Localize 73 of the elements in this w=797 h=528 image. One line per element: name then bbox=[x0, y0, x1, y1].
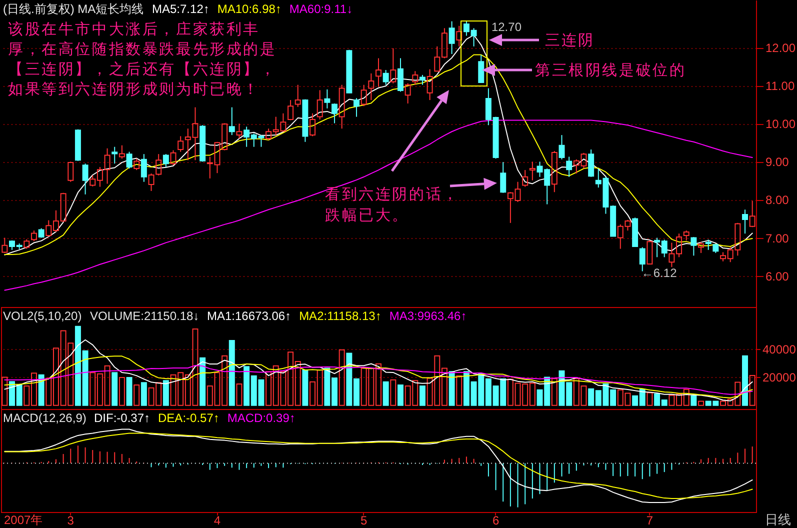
bar bbox=[390, 379, 396, 406]
y-tick-label: 8.00 bbox=[766, 193, 790, 208]
candlestick bbox=[324, 88, 330, 109]
candlestick bbox=[426, 68, 433, 101]
bar bbox=[742, 355, 748, 406]
x-tick-label: 4 bbox=[214, 514, 221, 528]
candlestick bbox=[566, 156, 572, 178]
text: MA1:16673.06↑ bbox=[207, 309, 292, 323]
y-tick-label: 40000 bbox=[762, 342, 796, 357]
x-tick-label: 3 bbox=[67, 514, 74, 528]
bar bbox=[448, 371, 455, 406]
series-label: DIF:-0.37↑ bbox=[94, 411, 150, 425]
text: MA3:9963.46↑ bbox=[389, 309, 467, 323]
bar bbox=[228, 340, 235, 406]
candlestick bbox=[529, 161, 536, 181]
bar bbox=[162, 380, 169, 406]
text: MACD:0.39↑ bbox=[227, 411, 296, 425]
chart-title: MACD(12,26,9) bbox=[3, 411, 86, 425]
bar bbox=[126, 377, 132, 406]
annotation: ←6.12 bbox=[641, 266, 678, 280]
x-tick-label: 5 bbox=[360, 514, 368, 528]
bar bbox=[140, 382, 147, 406]
candlestick bbox=[705, 239, 712, 250]
text: MA60:9.11↓ bbox=[289, 2, 353, 16]
candlestick bbox=[376, 58, 382, 88]
bar bbox=[38, 374, 44, 406]
bar bbox=[698, 400, 704, 406]
y-tick-label: 7.00 bbox=[766, 231, 790, 246]
text: 日线 bbox=[765, 513, 791, 528]
bar bbox=[398, 384, 404, 406]
bar bbox=[134, 384, 140, 406]
y-tick-label: 12.00 bbox=[766, 41, 796, 56]
bar bbox=[200, 357, 206, 406]
candlestick bbox=[294, 84, 301, 108]
annotation: 看到六连阴的话，跌幅已大。 bbox=[325, 184, 460, 225]
candlestick bbox=[742, 209, 748, 234]
annotation: 该股在牛市中大涨后，庄家获利丰厚，在高位随指数暴跌最先形成的是【三连阴】，之后还有【六连阴】，如果等到六连阴形成则为时已晚！ bbox=[8, 19, 278, 99]
bar bbox=[419, 385, 426, 406]
x-tick-label: 7 bbox=[646, 514, 654, 528]
chart-subtitle: VOLUME:21150.18↓ bbox=[90, 309, 200, 323]
line-series bbox=[4, 364, 753, 395]
bar bbox=[118, 377, 125, 406]
candlestick bbox=[368, 72, 374, 101]
chart-title: (日线.前复权) MA短长均线 bbox=[3, 2, 144, 16]
x-tick-label: 6 bbox=[492, 514, 500, 528]
bar bbox=[338, 349, 345, 406]
candlestick bbox=[140, 154, 147, 182]
bar bbox=[382, 381, 389, 406]
text: MA10:6.98↑ bbox=[217, 2, 282, 16]
bar bbox=[551, 378, 558, 406]
text: MA2:11158.13↑ bbox=[299, 309, 382, 323]
line-series bbox=[4, 356, 753, 398]
y-tick-label: 20000 bbox=[762, 370, 796, 385]
text: MA5:7.12↑ bbox=[152, 2, 210, 16]
series-label: DEA:-0.57↑ bbox=[158, 411, 220, 425]
text: 2007年 bbox=[4, 513, 43, 527]
annotation: 第三根阴线是破位的 bbox=[535, 60, 686, 80]
bar bbox=[646, 392, 653, 406]
bar bbox=[112, 372, 118, 406]
chart-title: VOL2(5,10,20) bbox=[3, 309, 82, 323]
bar bbox=[749, 375, 756, 406]
y-tick-label: 11.00 bbox=[766, 79, 795, 94]
annotation: 三连阴 bbox=[545, 30, 594, 50]
y-tick-label: 6.00 bbox=[766, 269, 790, 284]
y-tick-label: 9.00 bbox=[766, 155, 790, 170]
bar bbox=[456, 375, 462, 406]
annotation: 12.70 bbox=[491, 20, 522, 34]
bar bbox=[302, 369, 308, 406]
line-series bbox=[4, 339, 753, 402]
y-tick-label: 10.00 bbox=[766, 117, 796, 132]
bar bbox=[690, 395, 697, 406]
bar bbox=[2, 376, 8, 406]
bar bbox=[236, 383, 242, 406]
